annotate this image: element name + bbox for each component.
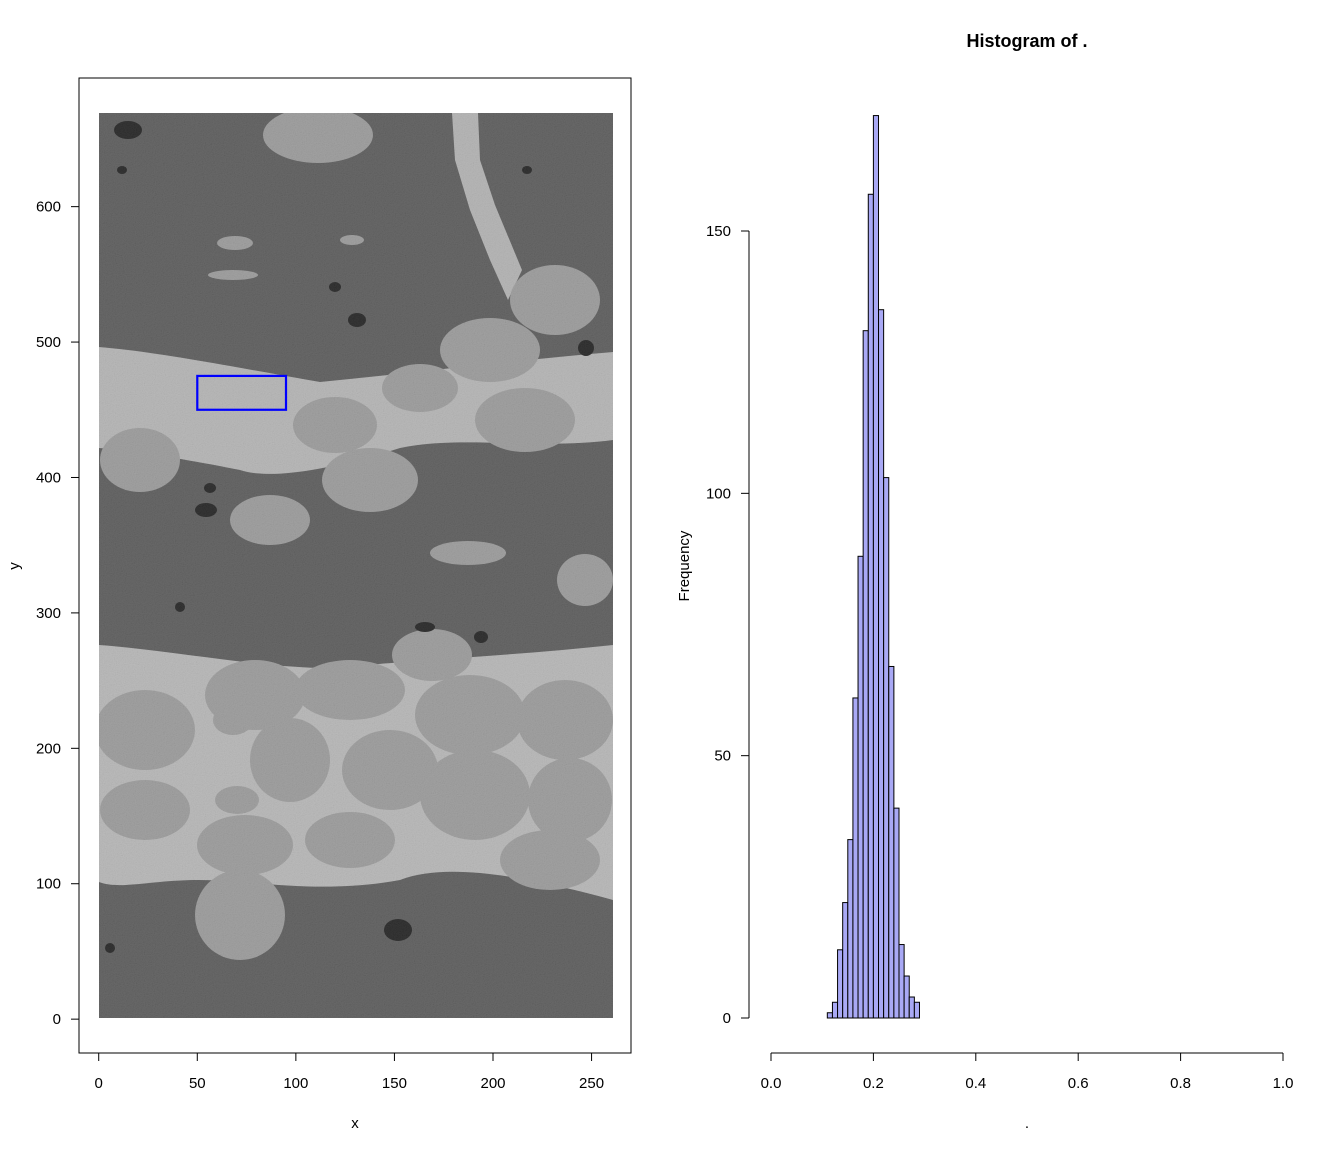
histogram-bar [893,807,900,1019]
x-tick-label: 0 [95,1075,103,1092]
image-plot-panel: 0 50 100 150 200 250 0 100 200 300 400 500 600 x y [6,77,632,1132]
y-axis-title: y [6,562,23,570]
histogram-title: Histogram of . [966,31,1087,51]
x-axis-title: x [351,1115,359,1132]
y-tick-label: 0 [53,1011,61,1028]
histogram-y-tick-label: 50 [714,748,731,765]
x-tick-label: 200 [480,1075,505,1092]
histogram-bar [842,902,849,1019]
histogram-bar [826,1012,833,1019]
histogram-y-axis: 0 50 100 150 [706,223,750,1027]
histogram-bar [878,309,885,1019]
histogram-x-tick-label: 0.6 [1068,1075,1089,1092]
histogram-bar [903,975,910,1019]
histogram-panel: Histogram of . 0.0 0.2 0.4 0.6 0.8 1.0 0 50 100… [676,31,1293,1132]
y-tick-label: 100 [36,876,61,893]
histogram-y-axis-title: Frequency [676,530,693,601]
histogram-bar [908,996,915,1019]
histogram-x-axis: 0.0 0.2 0.4 0.6 0.8 1.0 [761,1052,1294,1092]
y-tick-label: 400 [36,469,61,486]
y-tick-label: 600 [36,199,61,216]
histogram-bar [913,1001,920,1019]
histogram-x-tick-label: 0.2 [863,1075,884,1092]
histogram-y-tick-label: 150 [706,223,731,240]
micrograph-image [99,113,613,1018]
histogram-bar [872,115,880,1019]
histogram-bar [867,193,874,1019]
histogram-y-tick-label: 100 [706,485,731,502]
histogram-bar [883,477,890,1019]
y-tick-label: 300 [36,605,61,622]
histogram-x-tick-label: 1.0 [1273,1075,1294,1092]
histogram-bar [888,665,895,1019]
histogram-bar [898,944,905,1019]
roi-rectangle[interactable] [196,374,288,411]
x-tick-label: 150 [382,1075,407,1092]
histogram-bar [847,839,854,1019]
histogram-bar [857,555,864,1019]
histogram-x-tick-label: 0.8 [1170,1075,1191,1092]
histogram-bar [837,949,844,1019]
histogram-bars [826,115,920,1019]
histogram-x-axis-title: . [1025,1115,1029,1132]
histogram-x-tick-label: 0.4 [965,1075,986,1092]
histogram-bar [852,697,859,1019]
histogram-bar [831,1001,839,1019]
y-axis: 0 100 200 300 400 500 600 [36,199,80,1028]
x-tick-label: 100 [283,1075,308,1092]
histogram-y-tick-label: 0 [723,1010,731,1027]
x-tick-label: 50 [189,1075,206,1092]
x-axis: 0 50 100 150 200 250 [95,1052,604,1092]
image-noise [99,113,613,1018]
y-tick-label: 500 [36,334,61,351]
y-tick-label: 200 [36,740,61,757]
histogram-bar [862,330,869,1019]
x-tick-label: 250 [579,1075,604,1092]
histogram-x-tick-label: 0.0 [761,1075,782,1092]
